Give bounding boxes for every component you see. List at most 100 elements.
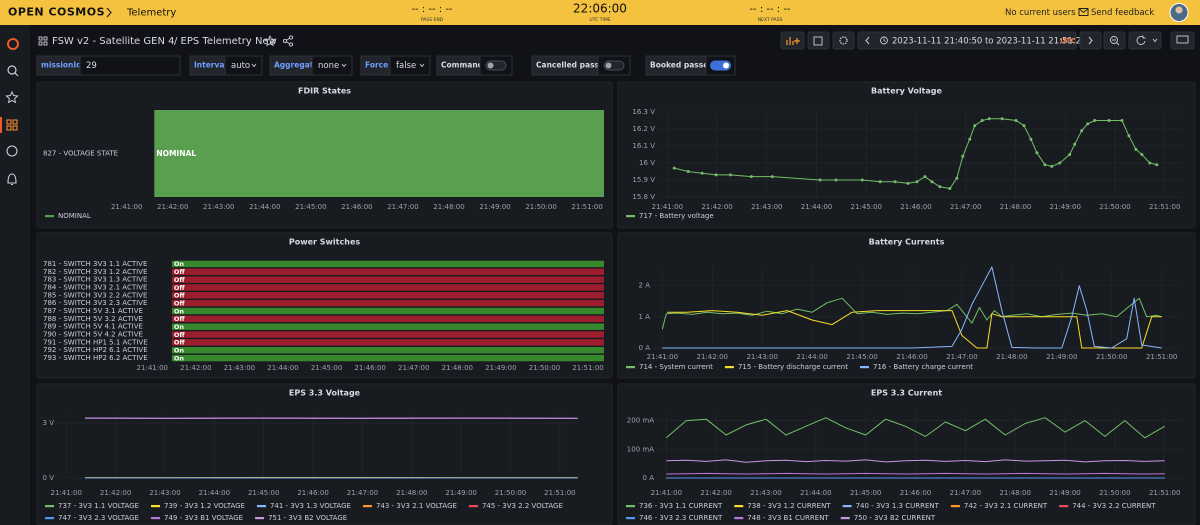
time-range[interactable]: 2023-11-11 21:40:50 to 2023-11-11 21:51:… <box>892 37 1087 47</box>
legend-label[interactable]: 741 - 3V3 1.3 VOLTAGE <box>270 502 351 510</box>
panel-title[interactable]: Battery Voltage <box>871 87 942 96</box>
legend-label[interactable]: 716 - Battery charge current <box>873 363 973 371</box>
series-point <box>770 175 774 179</box>
x-tick-label: 21:44:00 <box>800 489 831 497</box>
dashboard-title[interactable]: / EPS Telemetry New <box>174 36 277 47</box>
state-label: On <box>174 307 185 315</box>
legend-label[interactable]: 738 - 3V3 1.2 CURRENT <box>747 502 831 510</box>
series-point <box>686 170 690 173</box>
time-forward-icon <box>1088 36 1093 45</box>
legend-label[interactable]: 744 - 3V3 2.2 CURRENT <box>1072 502 1156 510</box>
legend-label[interactable]: 740 - 3V3 1.3 CURRENT <box>856 502 940 510</box>
series-point <box>980 119 984 122</box>
x-tick-label: 21:43:00 <box>224 364 255 372</box>
legend-label[interactable]: 749 - 3V3 B1 VOLTAGE <box>164 514 243 522</box>
state-segment <box>171 323 605 330</box>
panel-title[interactable]: EPS 3.3 Current <box>871 389 942 398</box>
legend-label[interactable]: 739 - 3V3 1.2 VOLTAGE <box>164 502 245 510</box>
series-point <box>938 185 942 189</box>
x-tick-label: 21:42:00 <box>701 203 732 211</box>
legend-label[interactable]: 737 - 3V3 1.1 VOLTAGE <box>58 502 139 510</box>
panel-title[interactable]: Power Switches <box>289 238 360 247</box>
legend-label[interactable]: 736 - 3V3 1.1 CURRENT <box>639 502 723 510</box>
dashboards-icon[interactable] <box>6 119 18 131</box>
y-tick-label: 1 A <box>639 313 651 321</box>
refresh-caret <box>1152 38 1158 43</box>
time-back-icon[interactable] <box>865 36 870 45</box>
legend-swatch <box>859 366 869 369</box>
legend-label[interactable]: 748 - 3V3 B1 CURRENT <box>747 514 829 522</box>
x-tick-label: 21:50:00 <box>525 203 556 211</box>
legend-swatch <box>255 517 265 520</box>
legend-label[interactable]: 745 - 3V3 2.2 VOLTAGE <box>482 502 563 510</box>
mail-icon[interactable] <box>1078 8 1089 16</box>
time-picker[interactable] <box>857 31 1077 50</box>
x-tick-label: 21:47:00 <box>946 353 977 361</box>
x-tick-label: 21:44:00 <box>199 489 230 497</box>
alerting-icon[interactable] <box>7 173 17 186</box>
panel-title[interactable]: EPS 3.3 Voltage <box>289 389 361 398</box>
breadcrumb[interactable]: Telemetry <box>126 8 176 19</box>
y-tick-label: 16.2 V <box>632 125 655 133</box>
starred-icon[interactable] <box>5 90 19 104</box>
add-panel-button[interactable] <box>780 31 805 50</box>
variable-value: auto <box>231 61 250 71</box>
variable-select[interactable] <box>79 55 181 76</box>
legend-swatch <box>950 505 960 508</box>
x-tick-label: 21:46:00 <box>900 489 931 497</box>
panel-title[interactable]: Battery Currents <box>869 238 945 247</box>
x-tick-label: 21:42:00 <box>697 353 728 361</box>
variable-select[interactable] <box>311 55 353 76</box>
explore-icon[interactable] <box>6 145 18 157</box>
state-segment <box>171 354 605 362</box>
row-label: 784 - SWITCH 3V3 2.1 ACTIVE <box>43 283 147 291</box>
series-point <box>930 180 934 184</box>
legend-label[interactable]: 715 - Battery discharge current <box>738 363 848 371</box>
legend-label[interactable]: 751 - 3V3 B2 VOLTAGE <box>268 514 347 522</box>
legend-label[interactable]: 750 - 3V3 B2 CURRENT <box>854 514 936 522</box>
top-bar <box>0 0 1200 25</box>
legend-label[interactable]: 746 - 3V3 2.3 CURRENT <box>639 514 723 522</box>
panel-title[interactable]: FDIR States <box>298 87 351 96</box>
variable-value: none <box>318 61 339 71</box>
refresh-button[interactable] <box>1128 31 1162 50</box>
legend-label[interactable]: 743 - 3V3 2.1 VOLTAGE <box>376 502 457 510</box>
variable-select[interactable] <box>389 55 431 76</box>
legend-label[interactable]: NOMINAL <box>58 212 91 220</box>
timezone[interactable]: UTC <box>1060 37 1076 45</box>
y-tick-label: 16.3 V <box>632 108 655 116</box>
x-tick-label: 21:43:00 <box>751 203 782 211</box>
search-icon[interactable] <box>7 65 17 75</box>
grafana-logo[interactable] <box>7 38 19 50</box>
send-feedback[interactable]: Send feedback <box>1091 8 1154 18</box>
row-label: 791 - SWITCH HP1 5.1 ACTIVE <box>43 338 148 346</box>
x-tick-label: 21:47:00 <box>398 364 429 372</box>
legend-label[interactable]: 742 - 3V3 2.1 CURRENT <box>964 502 1048 510</box>
legend-label[interactable]: 717 - Battery voltage <box>639 212 714 220</box>
row-label: 827 - VOLTAGE STATE <box>43 150 118 158</box>
save-button[interactable] <box>807 31 830 50</box>
zoom-out-button[interactable] <box>1103 31 1126 50</box>
x-tick-label: 21:50:00 <box>1096 353 1127 361</box>
series-line <box>667 310 1162 349</box>
y-tick-label: 0 A <box>643 474 655 482</box>
save-icon <box>813 36 823 46</box>
star-button[interactable] <box>263 34 277 47</box>
state-segment <box>171 331 605 338</box>
variable-select[interactable] <box>224 55 263 76</box>
state-label: Off <box>174 276 186 284</box>
settings-button[interactable] <box>832 31 855 50</box>
brand-logo[interactable]: OPEN COSMOS <box>8 6 105 19</box>
dashboard-folder[interactable]: FSW v2 - Satellite GEN 4 <box>52 36 174 47</box>
tv-mode-button[interactable] <box>1170 31 1195 50</box>
series-point <box>878 180 882 184</box>
legend-label[interactable]: 747 - 3V3 2.3 VOLTAGE <box>58 514 139 522</box>
x-tick-label: 21:46:00 <box>297 489 328 497</box>
legend-label[interactable]: 714 - System current <box>639 363 713 371</box>
share-button[interactable] <box>282 35 294 47</box>
x-tick-label: 21:46:00 <box>896 353 927 361</box>
series-point <box>860 178 864 182</box>
time-forward-button[interactable] <box>1079 31 1102 50</box>
row-label: 787 - SWITCH 5V 3.1 ACTIVE <box>43 307 143 315</box>
